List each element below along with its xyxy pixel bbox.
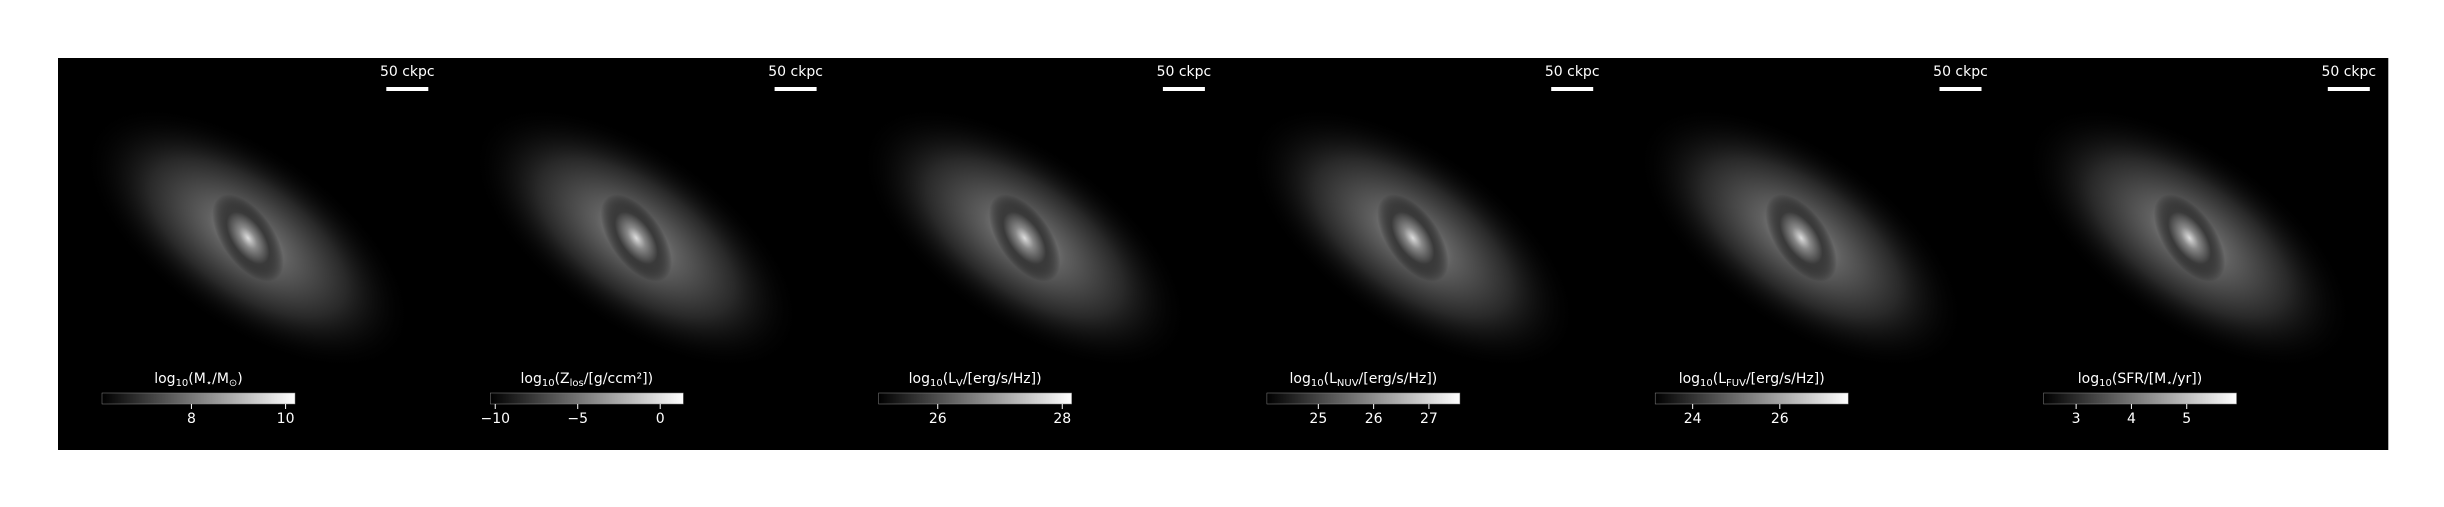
label-part: log	[2078, 371, 2099, 387]
colorbar	[1266, 392, 1461, 405]
label-part: )	[237, 371, 242, 387]
label-part: (M	[188, 371, 206, 387]
label-part: 10	[1311, 378, 1324, 389]
label-part: 10	[930, 378, 943, 389]
colorbar-tick-label: 27	[1420, 411, 1438, 427]
colorbar-tick-label: 5	[2182, 411, 2191, 427]
colorbar-tick-label: 0	[656, 411, 665, 427]
label-part: (L	[1713, 371, 1726, 387]
scale-bar	[774, 87, 817, 91]
colorbar-tick-label: 24	[1684, 411, 1702, 427]
scale-bar	[2327, 87, 2370, 91]
colorbar-tick-label: 26	[1771, 411, 1789, 427]
label-part: log	[154, 371, 175, 387]
colorbar	[101, 392, 296, 405]
label-part: /[g/ccm²])	[584, 371, 653, 387]
label-part: V	[956, 378, 963, 389]
colorbar-label: log10(LFUV/[erg/s/Hz])	[1679, 371, 1825, 389]
scale-bar-label: 50 ckpc	[1545, 64, 1600, 80]
colorbar-tick-label: 28	[1053, 411, 1071, 427]
scale-bar	[1162, 87, 1205, 91]
colorbar-label: log10(LV/[erg/s/Hz])	[909, 371, 1042, 389]
colorbar	[2043, 392, 2237, 405]
panel: 50 ckpc log10(Zlos/[g/ccm²]) −10 −5 0	[446, 58, 836, 450]
label-part: /M	[212, 371, 229, 387]
colorbar-label: log10(LNUV/[erg/s/Hz])	[1290, 371, 1438, 389]
galaxy-core	[2153, 194, 2226, 282]
label-part: (L	[1324, 371, 1337, 387]
galaxy-core	[988, 194, 1061, 282]
label-part: 10	[1700, 378, 1713, 389]
colorbar-tick-label: −10	[480, 411, 510, 427]
label-part: log	[1679, 371, 1700, 387]
label-part: /[erg/s/Hz])	[1746, 371, 1825, 387]
galaxy-core	[600, 194, 673, 282]
label-part: /[erg/s/Hz])	[1359, 371, 1438, 387]
scale-bar-label: 50 ckpc	[768, 64, 823, 80]
label-part: /yr])	[2173, 371, 2203, 387]
colorbar-label: log10(M⋆/M⊙)	[154, 371, 243, 389]
label-part: NUV	[1337, 378, 1359, 389]
label-part: log	[520, 371, 541, 387]
panel: 50 ckpc log10(LFUV/[erg/s/Hz]) 24 26	[1611, 58, 2000, 450]
label-part: 10	[2099, 378, 2112, 389]
panel: 50 ckpc log10(LNUV/[erg/s/Hz]) 25 26 27	[1222, 58, 1612, 450]
galaxy-core	[1377, 194, 1449, 282]
scale-bar-label: 50 ckpc	[1933, 64, 1988, 80]
scale-bar	[1551, 87, 1594, 91]
colorbar-label: log10(SFR/[M⋆/yr])	[2078, 371, 2202, 389]
colorbar-tick-label: 10	[277, 411, 295, 427]
scale-bar-label: 50 ckpc	[2321, 64, 2376, 80]
label-part: (SFR/[M	[2112, 371, 2166, 387]
label-part: ⋆	[2166, 378, 2172, 389]
colorbar	[878, 392, 1072, 405]
scale-bar-label: 50 ckpc	[1157, 64, 1212, 80]
colorbar-tick-label: 3	[2072, 411, 2081, 427]
label-part: 10	[542, 378, 555, 389]
scale-bar	[1939, 87, 1982, 91]
scale-bar	[386, 87, 429, 91]
scale-bar-label: 50 ckpc	[380, 64, 435, 80]
label-part: /[erg/s/Hz])	[963, 371, 1042, 387]
label-part: log	[1290, 371, 1311, 387]
label-part: (L	[943, 371, 956, 387]
label-part: 10	[176, 378, 189, 389]
panel: 50 ckpc log10(SFR/[M⋆/yr]) 3 4 5	[1999, 58, 2389, 450]
galaxy-core	[212, 194, 284, 282]
colorbar-tick-label: 25	[1309, 411, 1327, 427]
colorbar-tick-label: 8	[187, 411, 196, 427]
colorbar-tick-label: 26	[1365, 411, 1383, 427]
label-part: los	[570, 378, 584, 389]
colorbar	[1654, 392, 1849, 405]
colorbar-tick-label: 26	[929, 411, 947, 427]
label-part: FUV	[1726, 378, 1746, 389]
label-part: log	[909, 371, 930, 387]
label-part: ⊙	[229, 378, 237, 389]
label-part: (Z	[555, 371, 570, 387]
colorbar-label: log10(Zlos/[g/ccm²])	[520, 371, 653, 389]
colorbar	[490, 392, 684, 405]
label-part: ⋆	[206, 378, 212, 389]
galaxy-core	[1765, 194, 1837, 282]
colorbar-tick-label: 4	[2127, 411, 2136, 427]
panel: 50 ckpc log10(LV/[erg/s/Hz]) 26 28	[834, 58, 1224, 450]
colorbar-tick-label: −5	[567, 411, 588, 427]
